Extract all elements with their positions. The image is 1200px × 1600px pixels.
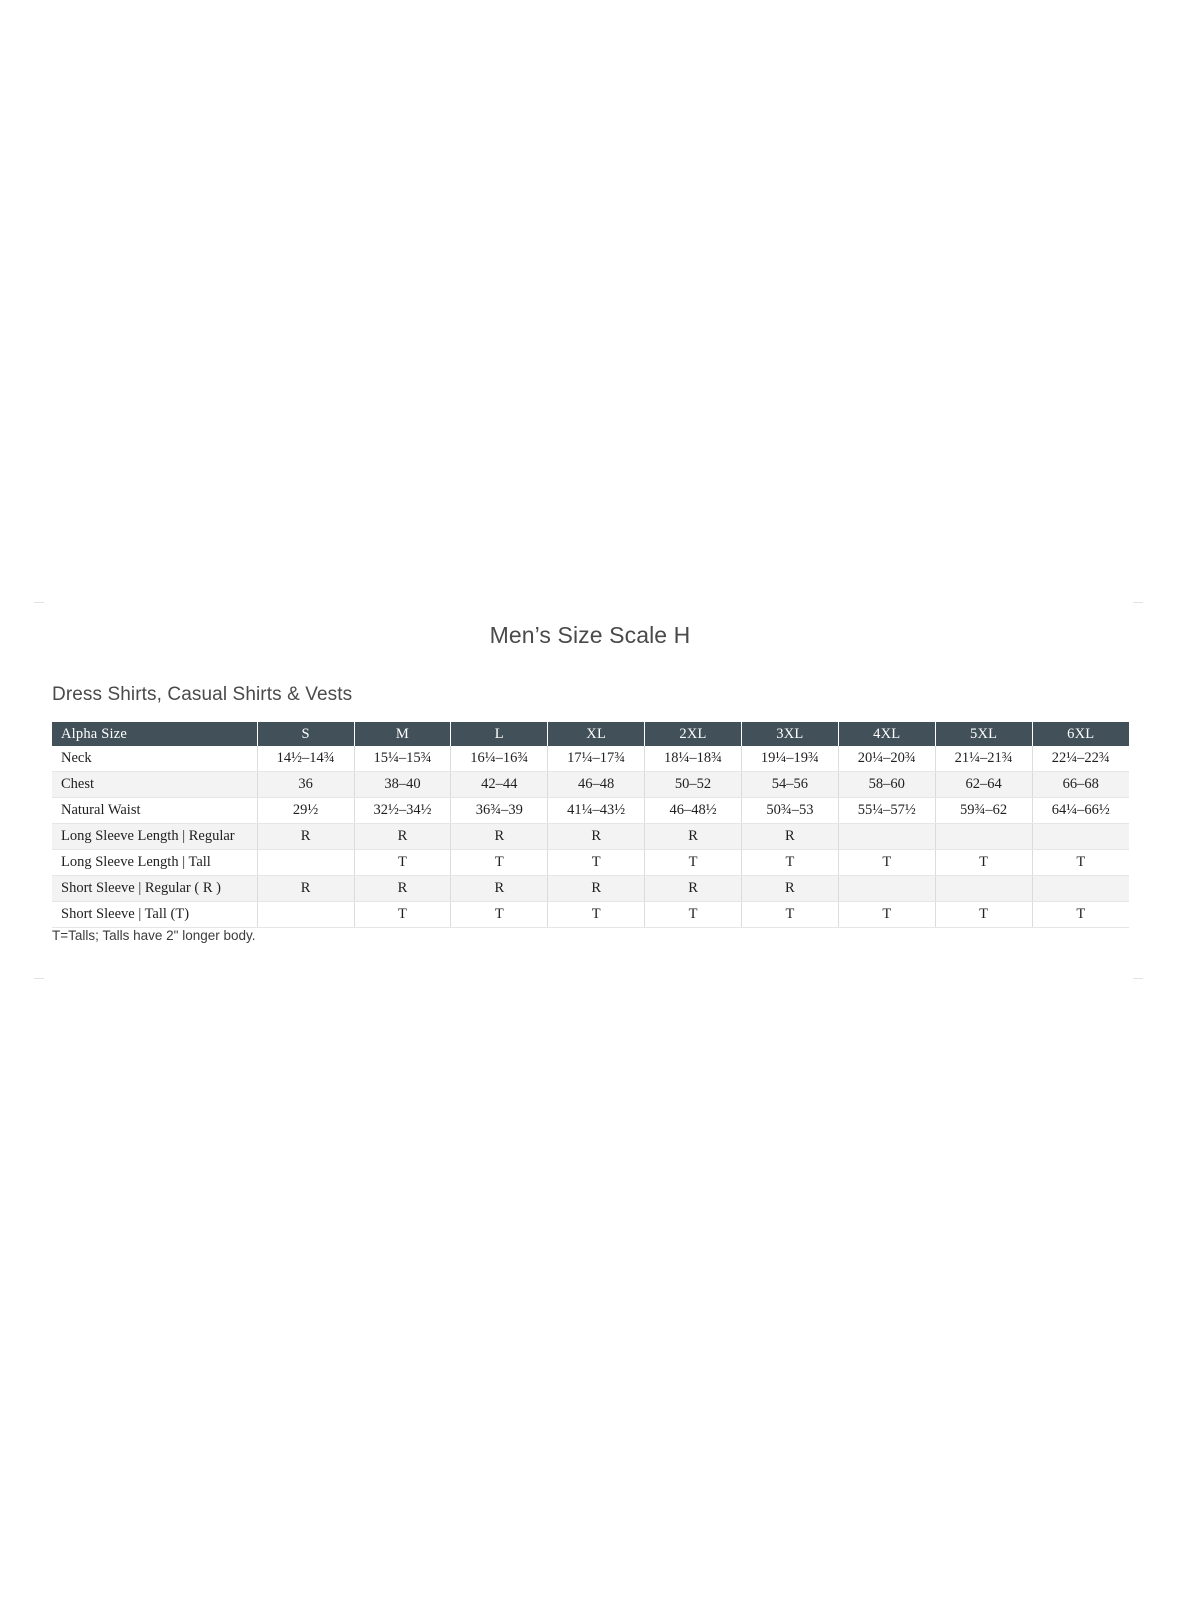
row-label: Short Sleeve | Regular ( R ) — [52, 875, 258, 902]
column-header-alpha-size: Alpha Size — [52, 722, 258, 746]
row-label: Short Sleeve | Tall (T) — [52, 901, 258, 928]
table-row: Long Sleeve Length | Regular R R R R R R — [52, 823, 1129, 850]
cell-3xl: 19¼–19¾ — [741, 746, 839, 772]
cell-6xl: 22¼–22¾ — [1032, 746, 1129, 772]
cell-2xl: 18¼–18¾ — [644, 746, 742, 772]
table-row: Neck 14½–14¾ 15¼–15¾ 16¼–16¾ 17¼–17¾ 18¼–18¾ 1… — [52, 746, 1129, 772]
cell-s: 36 — [257, 771, 355, 798]
cell-2xl: T — [644, 901, 742, 928]
cell-2xl: R — [644, 875, 742, 902]
column-header-xl: XL — [547, 722, 646, 746]
cell-5xl: T — [935, 901, 1033, 928]
cell-m: 15¼–15¾ — [354, 746, 452, 772]
cell-xl: T — [547, 901, 646, 928]
cell-4xl: T — [838, 901, 936, 928]
page-title: Men’s Size Scale H — [489, 622, 691, 648]
cell-l: R — [450, 875, 549, 902]
registration-mark-top-left — [34, 602, 44, 603]
cell-m: 38–40 — [354, 771, 452, 798]
cell-3xl: 50¾–53 — [741, 797, 839, 824]
row-label: Natural Waist — [52, 797, 258, 824]
cell-6xl — [1032, 823, 1129, 850]
cell-6xl: 66–68 — [1032, 771, 1129, 798]
table-row: Long Sleeve Length | Tall T T T T T T T T — [52, 849, 1129, 876]
cell-3xl: T — [741, 901, 839, 928]
table-row: Chest 36 38–40 42–44 46–48 50–52 54–56 58–60 62–… — [52, 771, 1129, 798]
cell-s: R — [257, 823, 355, 850]
registration-mark-top-right — [1133, 602, 1143, 603]
cell-4xl: T — [838, 849, 936, 876]
cell-xl: R — [547, 875, 646, 902]
cell-s — [257, 849, 355, 876]
table-header-row: Alpha Size S M L XL 2XL 3XL 4XL 5XL 6XL — [52, 722, 1129, 746]
cell-xl: R — [547, 823, 646, 850]
cell-m: R — [354, 823, 452, 850]
cell-6xl: T — [1032, 901, 1129, 928]
cell-6xl: 64¼–66½ — [1032, 797, 1129, 824]
cell-4xl — [838, 823, 936, 850]
cell-l: 42–44 — [450, 771, 549, 798]
table-header: Alpha Size S M L XL 2XL 3XL 4XL 5XL 6XL — [52, 722, 1129, 746]
cell-xl: 17¼–17¾ — [547, 746, 646, 772]
column-header-5xl: 5XL — [935, 722, 1033, 746]
size-chart-table: Alpha Size S M L XL 2XL 3XL 4XL 5XL 6XL Neck 14½–1… — [52, 722, 1129, 928]
cell-4xl: 20¼–20¾ — [838, 746, 936, 772]
cell-l: T — [450, 901, 549, 928]
cell-3xl: T — [741, 849, 839, 876]
cell-xl: 46–48 — [547, 771, 646, 798]
cell-s: 14½–14¾ — [257, 746, 355, 772]
row-label: Chest — [52, 771, 258, 798]
cell-xl: 41¼–43½ — [547, 797, 646, 824]
cell-l: 36¾–39 — [450, 797, 549, 824]
table-row: Short Sleeve | Tall (T) T T T T T T T T — [52, 901, 1129, 928]
table-row: Short Sleeve | Regular ( R ) R R R R R R — [52, 875, 1129, 902]
cell-6xl — [1032, 875, 1129, 902]
cell-2xl: R — [644, 823, 742, 850]
section-title: Dress Shirts, Casual Shirts & Vests — [52, 684, 353, 705]
cell-4xl: 58–60 — [838, 771, 936, 798]
cell-xl: T — [547, 849, 646, 876]
cell-5xl: 59¾–62 — [935, 797, 1033, 824]
table-row: Natural Waist 29½ 32½–34½ 36¾–39 41¼–43½ 46–4… — [52, 797, 1129, 824]
cell-l: 16¼–16¾ — [450, 746, 549, 772]
cell-5xl — [935, 823, 1033, 850]
column-header-3xl: 3XL — [741, 722, 839, 746]
column-header-6xl: 6XL — [1032, 722, 1129, 746]
cell-3xl: 54–56 — [741, 771, 839, 798]
cell-4xl — [838, 875, 936, 902]
column-header-2xl: 2XL — [644, 722, 742, 746]
row-label: Neck — [52, 746, 258, 772]
cell-s: R — [257, 875, 355, 902]
registration-mark-bottom-right — [1133, 978, 1143, 979]
cell-2xl: 46–48½ — [644, 797, 742, 824]
column-header-l: L — [450, 722, 549, 746]
cell-3xl: R — [741, 823, 839, 850]
cell-l: R — [450, 823, 549, 850]
cell-5xl — [935, 875, 1033, 902]
cell-l: T — [450, 849, 549, 876]
cell-3xl: R — [741, 875, 839, 902]
cell-2xl: 50–52 — [644, 771, 742, 798]
column-header-4xl: 4XL — [838, 722, 936, 746]
column-header-m: M — [354, 722, 452, 746]
row-label: Long Sleeve Length | Tall — [52, 849, 258, 876]
cell-5xl: 21¼–21¾ — [935, 746, 1033, 772]
cell-m: T — [354, 901, 452, 928]
table-footnote: T=Talls; Talls have 2" longer body. — [52, 928, 256, 943]
cell-m: 32½–34½ — [354, 797, 452, 824]
column-header-s: S — [257, 722, 355, 746]
cell-5xl: T — [935, 849, 1033, 876]
cell-6xl: T — [1032, 849, 1129, 876]
cell-m: R — [354, 875, 452, 902]
cell-5xl: 62–64 — [935, 771, 1033, 798]
cell-m: T — [354, 849, 452, 876]
cell-s: 29½ — [257, 797, 355, 824]
row-label: Long Sleeve Length | Regular — [52, 823, 258, 850]
cell-2xl: T — [644, 849, 742, 876]
cell-s — [257, 901, 355, 928]
table-body: Neck 14½–14¾ 15¼–15¾ 16¼–16¾ 17¼–17¾ 18¼–18¾ 1… — [52, 746, 1129, 928]
cell-4xl: 55¼–57½ — [838, 797, 936, 824]
registration-mark-bottom-left — [34, 978, 44, 979]
size-chart-table-container: Alpha Size S M L XL 2XL 3XL 4XL 5XL 6XL Neck 14½–1… — [52, 722, 1129, 928]
